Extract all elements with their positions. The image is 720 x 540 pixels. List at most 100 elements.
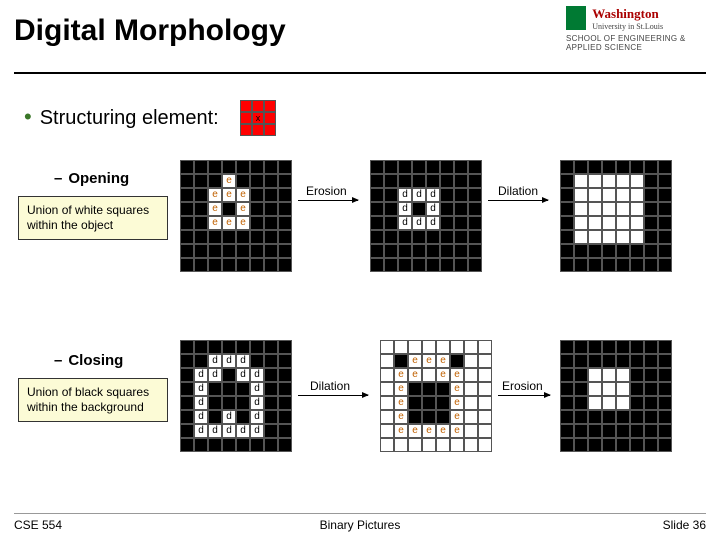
grid-cell [644,382,658,396]
grid-cell [180,438,194,452]
grid-cell [180,382,194,396]
grid-cell [180,258,194,272]
grid-cell [588,410,602,424]
grid-cell [180,396,194,410]
grid-cell [588,368,602,382]
grid-cell [440,258,454,272]
grid-cell [574,340,588,354]
grid-cell [574,230,588,244]
grid-cell [658,438,672,452]
grid-cell [412,160,426,174]
grid-cell [222,230,236,244]
grid-cell [264,368,278,382]
grid-cell [658,230,672,244]
grid-cell: d [194,396,208,410]
grid-cell [630,396,644,410]
se-cell [264,124,276,136]
grid-cell [250,202,264,216]
grid-cell [468,216,482,230]
grid-cell [426,230,440,244]
grid-cell [588,230,602,244]
grid-cell [250,438,264,452]
grid-cell [644,244,658,258]
page-title: Digital Morphology [14,14,286,48]
grid-cell: d [250,396,264,410]
grid-cell [208,396,222,410]
grid-cell [236,244,250,258]
grid-cell [180,160,194,174]
open-dil [560,160,672,272]
grid-cell [180,424,194,438]
grid-cell [602,174,616,188]
grid-cell [616,244,630,258]
grid-cell [278,202,292,216]
grid-cell [264,258,278,272]
grid-cell [560,396,574,410]
se-cell [264,112,276,124]
arrow-a4 [498,395,550,396]
grid-cell [384,174,398,188]
grid-cell [222,438,236,452]
grid-cell [644,174,658,188]
se-cell [240,100,252,112]
grid-cell [180,410,194,424]
grid-cell [398,160,412,174]
grid-cell [630,438,644,452]
grid-cell: e [236,216,250,230]
grid-cell [180,244,194,258]
grid-cell [180,368,194,382]
grid-cell [384,188,398,202]
grid-cell [236,258,250,272]
grid-cell [616,258,630,272]
grid-cell [264,174,278,188]
grid-cell [454,258,468,272]
grid-cell [264,188,278,202]
grid-cell [208,244,222,258]
grid-cell [630,424,644,438]
grid-cell [236,160,250,174]
grid-cell: d [194,424,208,438]
grid-cell [180,216,194,230]
grid-cell: e [208,216,222,230]
grid-cell [222,202,236,216]
grid-cell [380,340,394,354]
grid-cell [630,230,644,244]
grid-cell [478,396,492,410]
grid-cell: e [394,410,408,424]
sub-bullet-opening: –Opening [54,170,129,187]
grid-cell [602,368,616,382]
arrow-a2 [488,200,548,201]
grid-cell [194,216,208,230]
grid-cell [630,160,644,174]
grid-cell [222,396,236,410]
grid-cell [380,424,394,438]
grid-cell [616,368,630,382]
grid-cell [616,230,630,244]
grid-cell: e [422,424,436,438]
grid-cell [644,438,658,452]
grid-cell [370,202,384,216]
grid-cell [658,410,672,424]
grid-cell [264,410,278,424]
grid-cell [588,244,602,258]
grid-cell [630,216,644,230]
grid-cell [250,160,264,174]
grid-cell [194,174,208,188]
grid-cell [398,244,412,258]
grid-cell [278,244,292,258]
grid-cell [658,340,672,354]
grid-cell [384,216,398,230]
grid-cell [560,354,574,368]
grid-cell [380,368,394,382]
grid-cell [588,354,602,368]
grid-cell [588,216,602,230]
grid-cell [422,340,436,354]
grid-cell [380,354,394,368]
grid-cell: d [208,424,222,438]
grid-cell [408,438,422,452]
grid-cell [464,424,478,438]
grid-cell [180,230,194,244]
grid-cell: e [208,202,222,216]
grid-cell: e [236,188,250,202]
grid-cell [250,188,264,202]
